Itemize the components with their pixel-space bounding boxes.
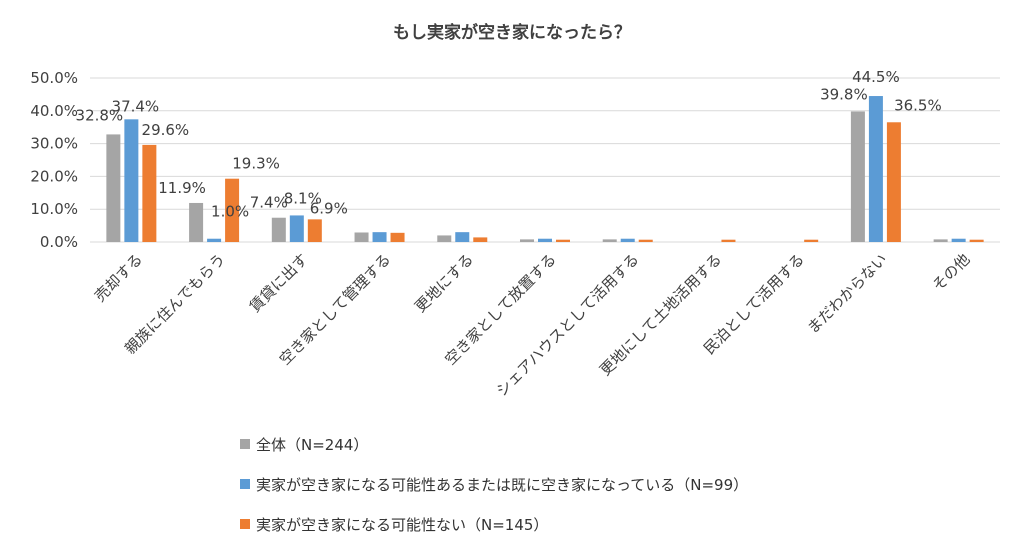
bar (520, 239, 534, 242)
legend-swatch (240, 439, 250, 449)
bar (886, 122, 901, 242)
category-label: シェアハウスとして活用する (493, 250, 643, 400)
category-label: 更地にする (411, 250, 477, 316)
legend-item-possible: 実家が空き家になる可能性あるまたは既に空き家になっている（N=99） (240, 474, 748, 494)
y-tick-label: 20.0% (30, 167, 78, 185)
bar (307, 219, 322, 242)
bar (106, 134, 121, 242)
bar (473, 237, 488, 242)
bar (538, 238, 552, 242)
data-label: 6.9% (310, 199, 348, 217)
bar (638, 239, 653, 242)
bar (868, 96, 883, 242)
bar (289, 215, 304, 242)
bar (390, 232, 405, 242)
bar (721, 239, 736, 242)
legend-label: 実家が空き家になる可能性あるまたは既に空き家になっている（N=99） (256, 475, 749, 494)
y-tick-label: 50.0% (30, 69, 78, 87)
category-label: まだわからない (804, 250, 891, 337)
category-label: 売却する (91, 250, 146, 305)
bar (372, 232, 387, 242)
data-label: 44.5% (852, 68, 900, 86)
bar (804, 239, 819, 242)
data-label: 29.6% (142, 121, 190, 139)
data-label: 37.4% (112, 97, 160, 115)
y-tick-label: 40.0% (30, 102, 78, 120)
data-label: 1.0% (211, 203, 249, 221)
data-label: 11.9% (158, 179, 206, 197)
y-tick-label: 0.0% (40, 233, 78, 251)
category-label: 賃貸に出す (246, 250, 312, 316)
grid-lines (90, 77, 1000, 243)
legend-swatch (240, 479, 250, 489)
bar (933, 239, 948, 242)
legend-item-not-possible: 実家が空き家になる可能性ない（N=145） (240, 514, 748, 534)
bar (437, 235, 452, 242)
bar-chart: もし実家が空き家になったら？ 0.0% 10.0% 20.0% 30.0% 40.0% 5… (30, 22, 1000, 400)
data-labels: 32.8%37.4% 29.6% 11.9% 1.0% 19.3% 7.4%8.1%6.9… (76, 68, 942, 221)
data-label: 36.5% (894, 96, 942, 114)
legend-swatch (240, 519, 250, 529)
bar (850, 111, 865, 243)
bar (602, 239, 617, 242)
bar (142, 144, 157, 242)
legend-item-all: 全体（N=244） (240, 434, 748, 454)
bar (207, 238, 222, 242)
bar (969, 239, 984, 242)
bar (455, 232, 470, 242)
y-axis-ticks: 0.0% 10.0% 20.0% 30.0% 40.0% 50.0% (30, 69, 78, 251)
bar (951, 238, 966, 242)
data-label: 7.4% (250, 194, 288, 212)
legend-label: 実家が空き家になる可能性ない（N=145） (256, 515, 549, 534)
category-label: その他 (929, 250, 974, 295)
bar (271, 217, 286, 242)
bar (556, 239, 570, 242)
bar (620, 238, 635, 242)
data-label: 19.3% (232, 155, 280, 173)
bar (189, 202, 204, 242)
data-label: 39.8% (820, 85, 868, 103)
y-tick-label: 30.0% (30, 135, 78, 153)
data-label: 32.8% (76, 106, 124, 124)
chart-title: もし実家が空き家になったら？ (393, 22, 631, 43)
data-label: 8.1% (284, 189, 322, 207)
legend: 全体（N=244） 実家が空き家になる可能性あるまたは既に空き家になっている（N… (240, 434, 748, 554)
bars (106, 96, 984, 243)
bar (354, 232, 369, 242)
bar (225, 178, 240, 242)
y-tick-label: 10.0% (30, 200, 78, 218)
bar (124, 119, 139, 242)
legend-label: 全体（N=244） (256, 435, 369, 454)
